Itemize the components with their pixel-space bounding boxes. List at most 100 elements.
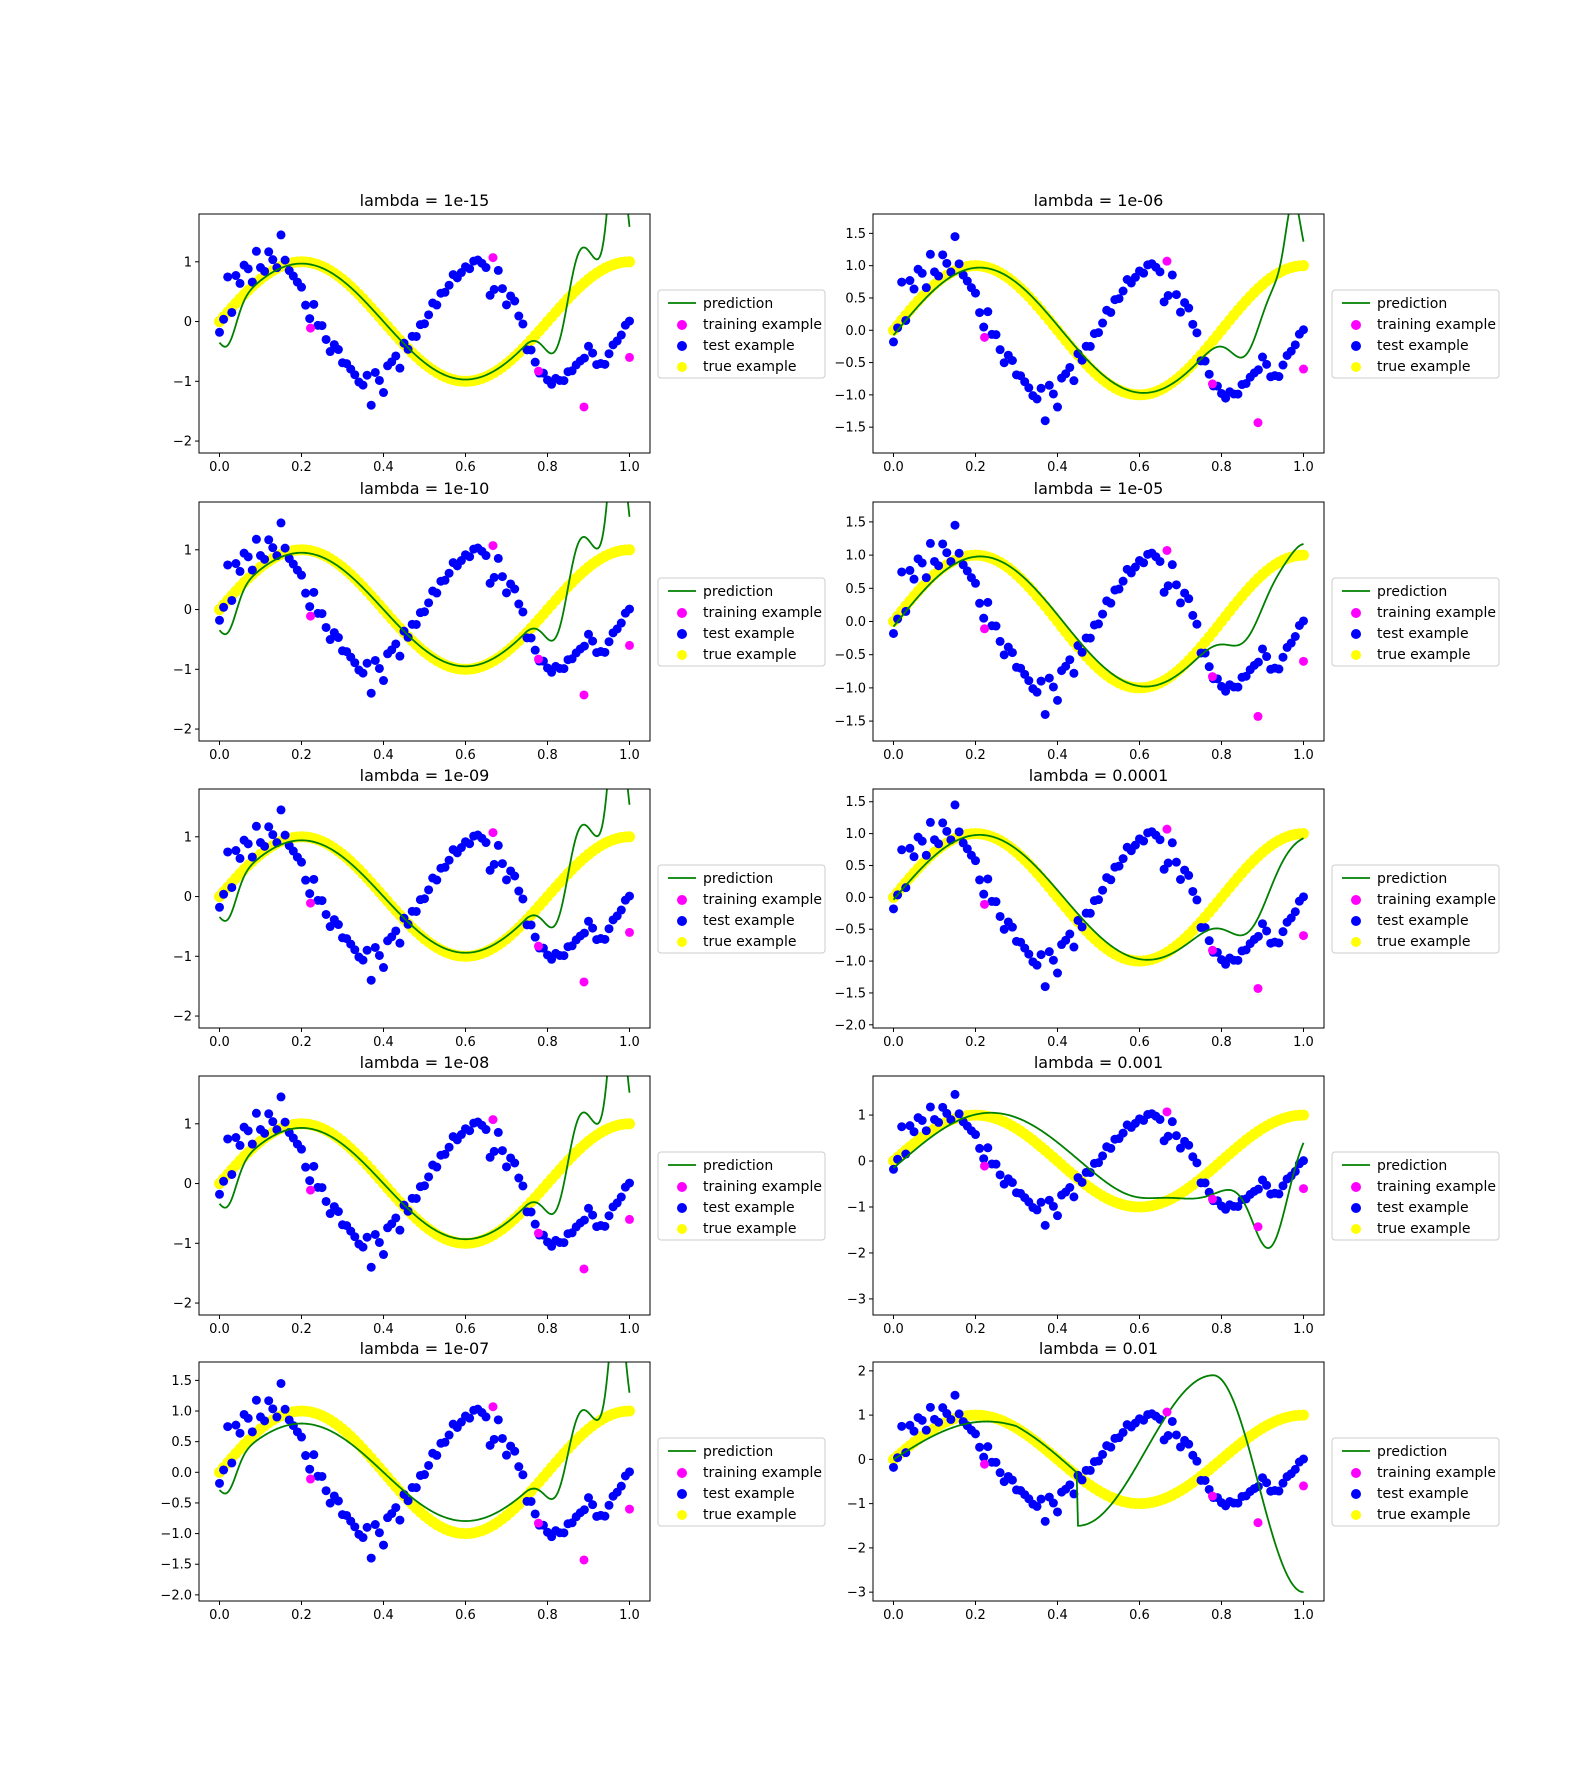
training-point	[1162, 1407, 1172, 1417]
y-tick-label: −1	[173, 950, 192, 965]
test-point	[350, 945, 360, 955]
test-point	[481, 1412, 491, 1422]
true-point	[624, 831, 635, 843]
test-point	[1176, 875, 1185, 885]
test-point	[493, 265, 503, 275]
test-point	[909, 284, 919, 294]
x-tick-label: 0.2	[965, 460, 986, 475]
test-point	[1253, 931, 1263, 941]
training-point	[1299, 364, 1308, 374]
test-point	[489, 1146, 499, 1156]
test-point	[991, 897, 1001, 907]
test-point	[625, 316, 634, 326]
training-point	[579, 1264, 589, 1274]
test-point	[350, 1232, 360, 1242]
test-point	[991, 621, 1001, 631]
test-point	[379, 963, 388, 973]
training-point	[1207, 379, 1217, 389]
test-point	[1007, 1475, 1017, 1485]
test-point	[276, 230, 286, 240]
test-point	[321, 1196, 331, 1206]
test-point	[1233, 955, 1243, 965]
test-point	[247, 1427, 257, 1437]
test-point	[1048, 955, 1058, 965]
legend-label: true example	[1377, 1507, 1470, 1523]
test-point	[1167, 838, 1177, 848]
test-point	[934, 1417, 944, 1427]
x-tick-label: 0.6	[455, 1322, 476, 1337]
plot-area	[214, 214, 635, 412]
test-point	[1167, 1416, 1177, 1426]
y-tick-label: 1.5	[845, 515, 866, 530]
legend-marker-swatch	[1351, 629, 1361, 639]
training-point	[1207, 1194, 1217, 1204]
test-point	[432, 1450, 442, 1460]
test-point	[604, 1211, 614, 1221]
test-point	[975, 1143, 985, 1153]
test-point	[938, 539, 948, 549]
x-tick-label: 0.6	[1129, 1035, 1150, 1050]
x-tick-label: 0.2	[291, 748, 312, 763]
test-point	[1163, 1131, 1173, 1141]
training-point	[1299, 656, 1308, 666]
plot-area	[888, 214, 1309, 428]
test-point	[526, 633, 536, 643]
test-point	[934, 271, 944, 281]
x-tick-label: 0.6	[1129, 1608, 1150, 1623]
test-point	[272, 1412, 282, 1422]
test-point	[411, 619, 421, 629]
test-point	[1192, 1158, 1202, 1168]
subplot-title: lambda = 1e-05	[1034, 479, 1164, 498]
test-point	[1290, 907, 1300, 917]
test-point	[999, 924, 1009, 934]
test-point	[1290, 1464, 1300, 1474]
test-point	[444, 1430, 454, 1440]
test-point	[395, 938, 405, 948]
plot-area	[888, 1089, 1309, 1250]
legend-marker-swatch	[1351, 608, 1361, 618]
test-point	[1171, 1430, 1181, 1440]
y-tick-label: 0	[184, 315, 192, 330]
test-point	[215, 902, 224, 912]
x-tick-label: 0.2	[965, 1322, 986, 1337]
test-point	[227, 1458, 237, 1468]
legend-label: training example	[703, 1179, 822, 1195]
legend-label: true example	[1377, 1221, 1470, 1237]
test-point	[1163, 1431, 1173, 1441]
test-point	[231, 1133, 241, 1143]
test-point	[995, 1468, 1005, 1478]
test-point	[215, 327, 224, 337]
test-point	[917, 558, 927, 568]
test-point	[247, 565, 257, 575]
legend-marker-swatch	[1351, 895, 1361, 905]
test-point	[403, 919, 413, 929]
test-point	[391, 926, 401, 936]
legend: prediction training example test example tr…	[657, 1151, 826, 1241]
test-point	[983, 597, 993, 607]
test-point	[975, 1442, 985, 1452]
test-point	[616, 618, 626, 628]
test-point	[962, 844, 972, 854]
training-point	[533, 1518, 543, 1528]
y-tick-label: −1	[847, 1200, 866, 1215]
test-point	[309, 587, 319, 597]
y-tick-label: 1.0	[845, 827, 866, 842]
test-point	[374, 375, 384, 385]
y-tick-label: −1.0	[834, 388, 866, 403]
subplot-6: lambda = 0.0001 0.0 0.2 0.4 0.6 0.8 1.0 −2.0 −1.…	[834, 766, 1500, 1050]
legend-marker-swatch	[1351, 1489, 1361, 1499]
legend-label: test example	[1377, 626, 1469, 642]
legend-label: training example	[703, 892, 822, 908]
test-point	[625, 891, 634, 901]
x-tick-label: 0.8	[537, 1035, 558, 1050]
training-point	[488, 541, 498, 551]
axes-frame	[872, 788, 1325, 1029]
test-point	[411, 331, 421, 341]
test-point	[983, 1143, 993, 1153]
test-point	[1007, 922, 1017, 932]
y-tick-label: −1.0	[160, 1527, 192, 1542]
legend-marker-swatch	[1351, 341, 1361, 351]
test-point	[1069, 668, 1079, 678]
test-point	[559, 664, 569, 674]
test-point	[1032, 687, 1042, 697]
